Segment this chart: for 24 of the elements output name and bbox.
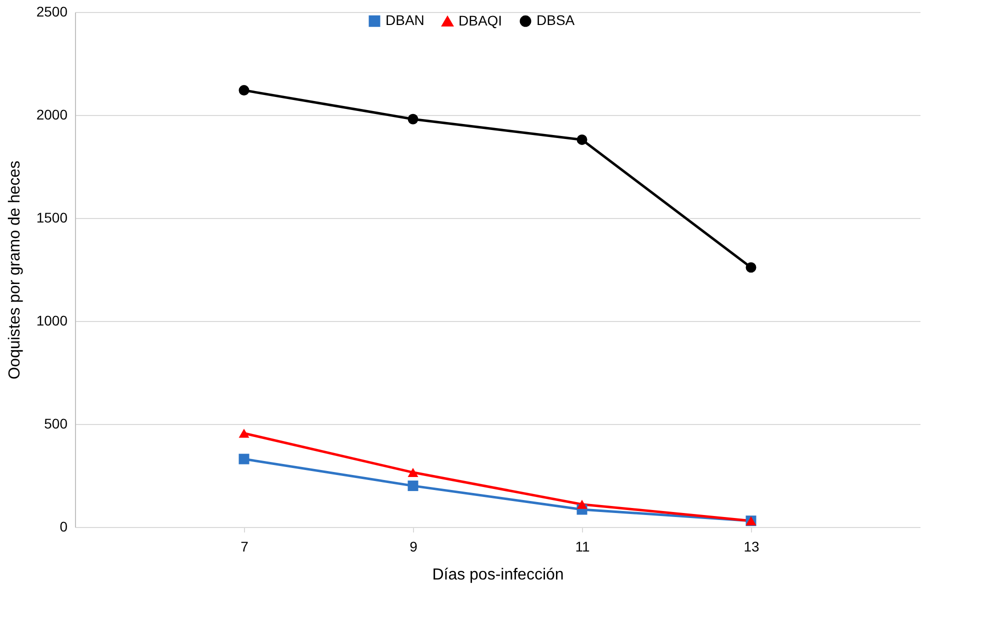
y-tick-label: 1000 [36, 312, 68, 328]
y-tick-label: 1500 [36, 210, 68, 226]
legend-label: DBAN [386, 12, 424, 28]
y-tick-label: 500 [44, 416, 68, 432]
point [408, 114, 418, 124]
point [238, 454, 250, 464]
x-tick-label: 9 [410, 538, 418, 554]
x-axis-title: Días pos-infección [432, 566, 564, 584]
point [576, 134, 588, 145]
point [408, 468, 418, 477]
legend-label: DBAQI [458, 12, 502, 28]
legend-label: DBSA [536, 12, 576, 28]
y-tick-label: 0 [60, 518, 68, 534]
point [746, 262, 756, 273]
point [238, 428, 250, 438]
point [576, 500, 588, 509]
x-tick-label: 11 [575, 538, 590, 554]
x-tick-label: 7 [240, 538, 249, 554]
point [408, 480, 418, 492]
x-tick-label: 13 [744, 538, 760, 554]
y-tick-label: 2000 [36, 106, 68, 122]
y-tick-label: 2500 [36, 4, 68, 20]
point [238, 85, 250, 96]
y-axis-title: Ooquistes por gramo de heces [6, 160, 24, 380]
